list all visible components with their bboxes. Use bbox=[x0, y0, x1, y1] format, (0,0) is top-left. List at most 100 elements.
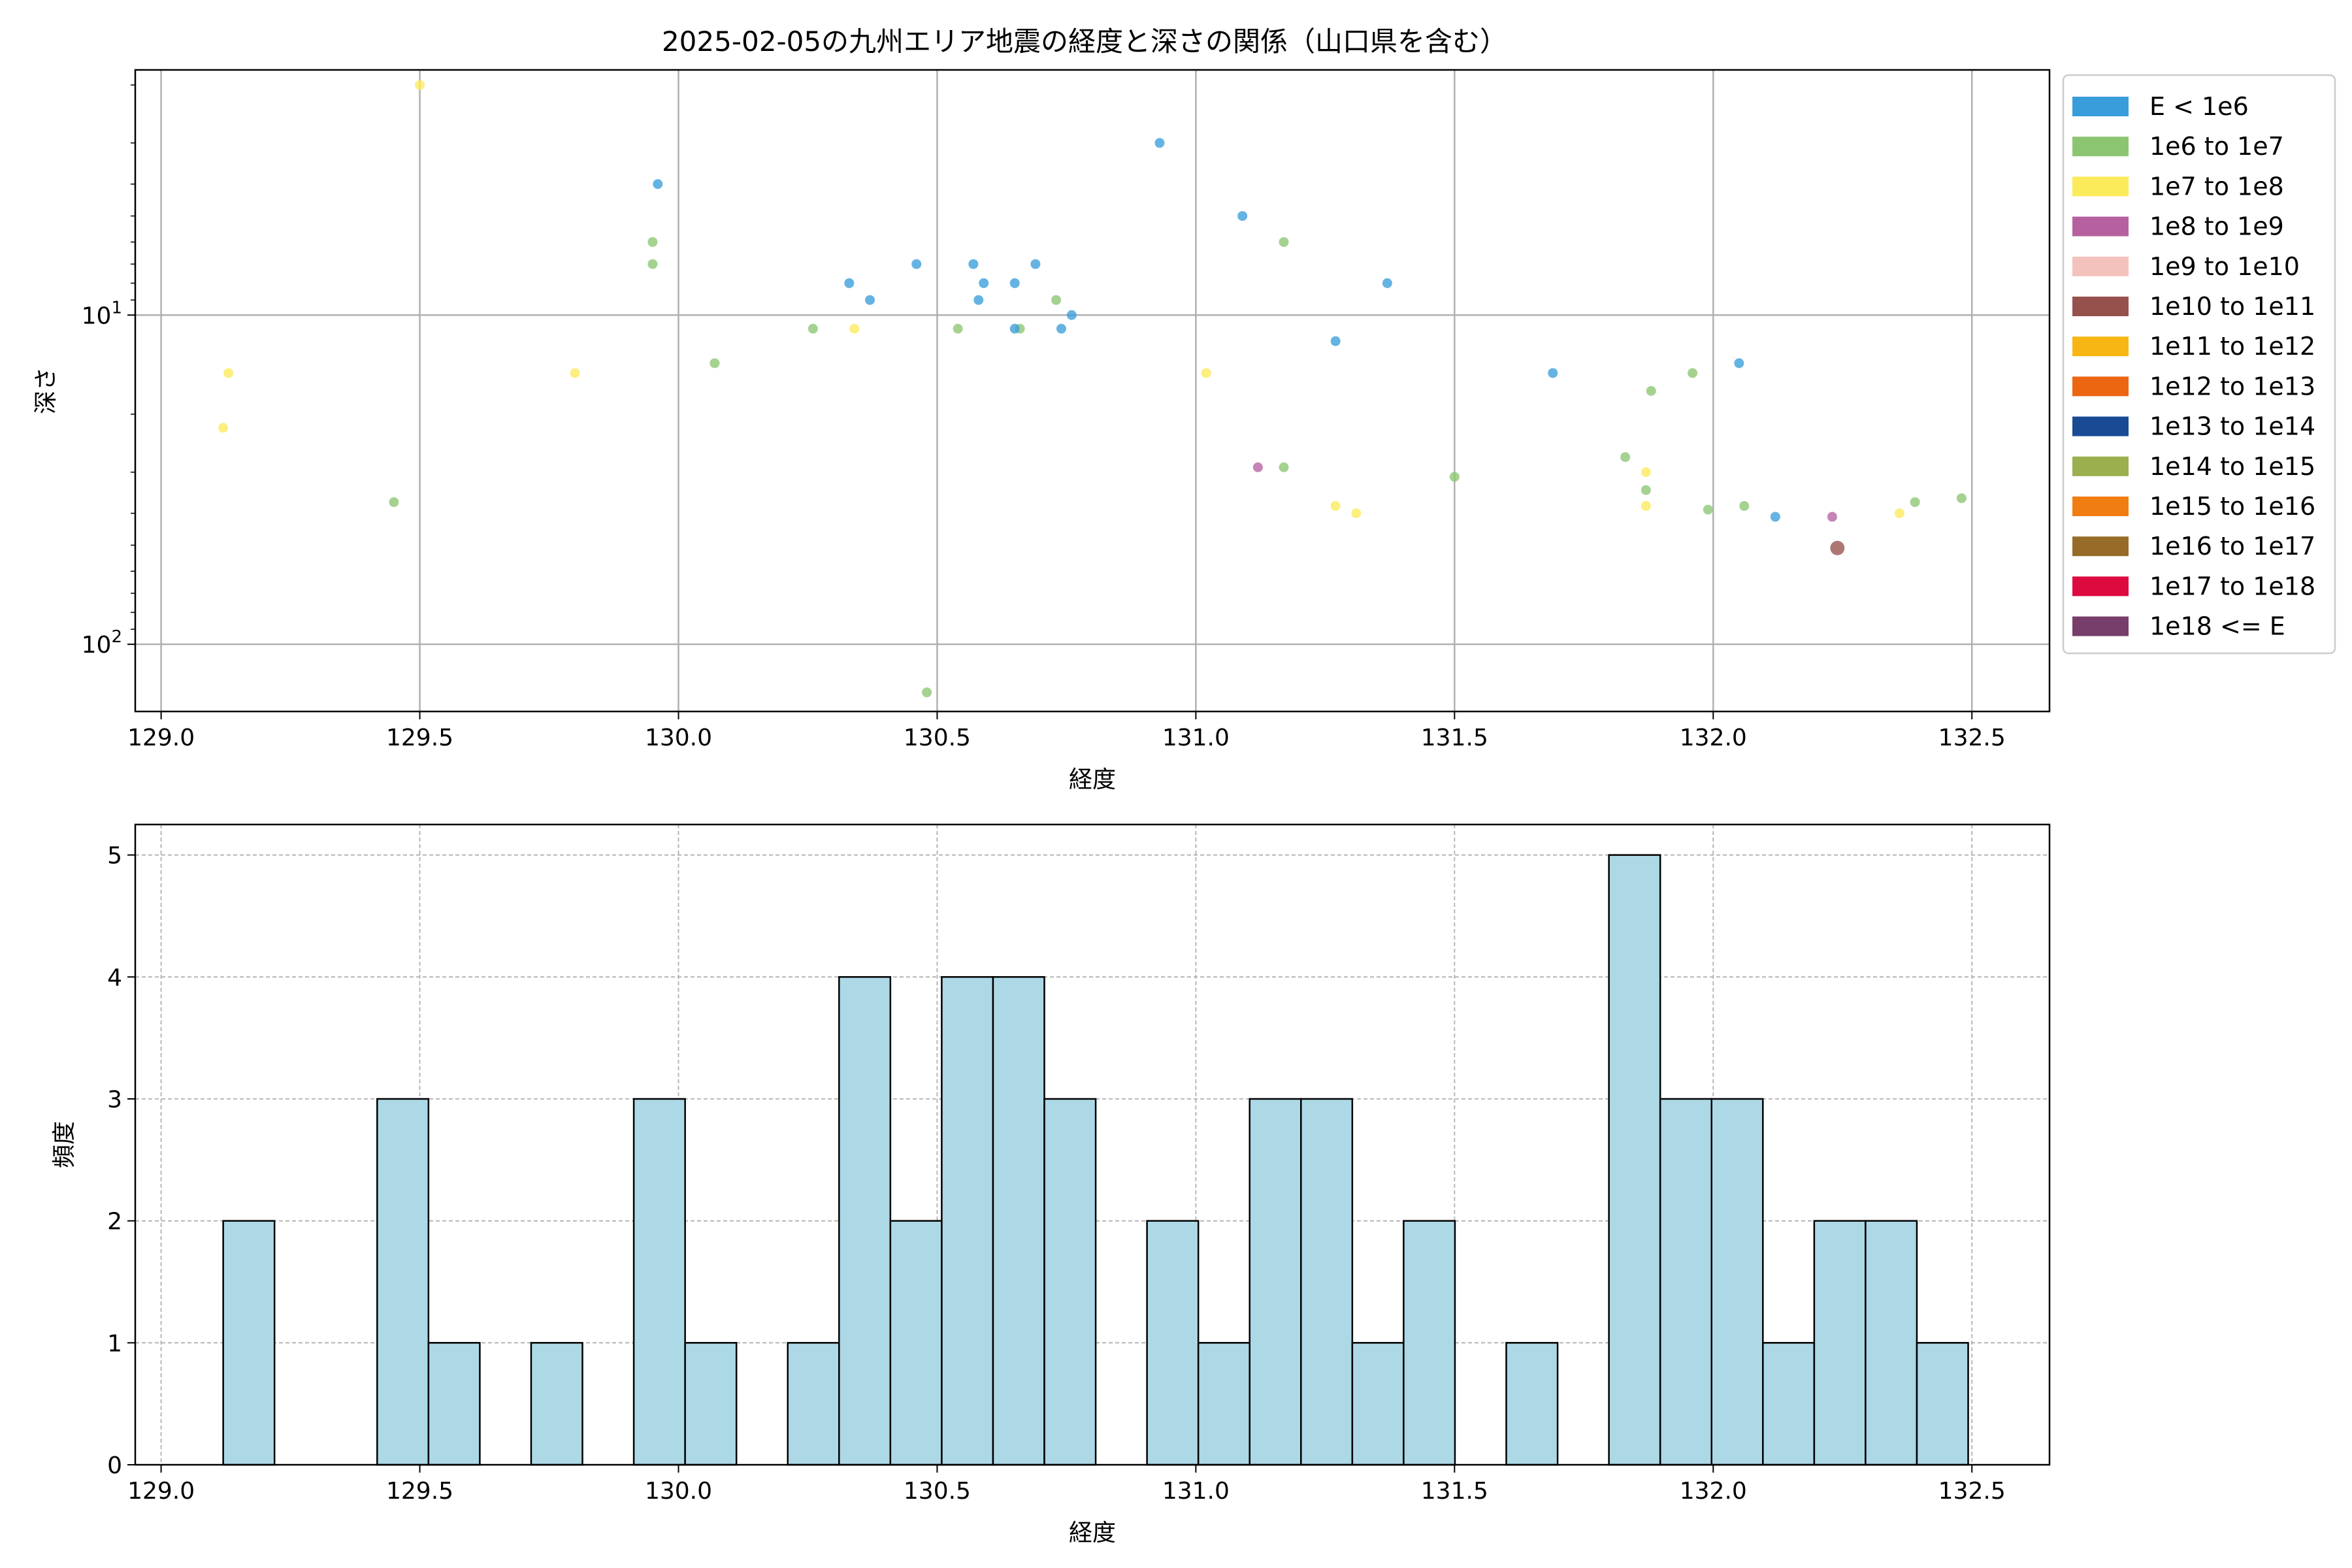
scatter-point bbox=[647, 237, 658, 247]
histogram-bar bbox=[1659, 1098, 1712, 1466]
legend-swatch bbox=[2072, 216, 2129, 237]
scatter-point bbox=[1734, 358, 1744, 368]
scatter-point bbox=[808, 323, 818, 334]
histogram-bar bbox=[1403, 1220, 1456, 1466]
scatter-point bbox=[1252, 462, 1263, 472]
scatter-point bbox=[1910, 497, 1920, 508]
histogram-bars bbox=[222, 854, 1969, 1466]
histogram-x-tick-label: 131.5 bbox=[1421, 1478, 1488, 1505]
legend-label: 1e14 to 1e15 bbox=[2149, 452, 2315, 481]
scatter-point bbox=[1641, 485, 1651, 495]
scatter-point bbox=[922, 687, 932, 698]
legend-swatch bbox=[2072, 536, 2129, 557]
scatter-point bbox=[1956, 493, 1967, 504]
histogram-bar bbox=[1813, 1220, 1867, 1466]
histogram-bar bbox=[1505, 1342, 1559, 1466]
scatter-point bbox=[1330, 336, 1341, 346]
histogram-bar bbox=[1916, 1342, 1969, 1466]
histogram-bar bbox=[838, 976, 892, 1466]
legend-label: 1e17 to 1e18 bbox=[2149, 572, 2315, 600]
histogram-x-tick-label: 131.0 bbox=[1162, 1478, 1230, 1505]
scatter-point bbox=[1237, 211, 1248, 221]
scatter-point bbox=[1351, 508, 1362, 519]
histogram-chart: 129.0 129.5 130.0 130.5 131.0 131.5 132.0 132.5… bbox=[51, 823, 2051, 1546]
scatter-grid bbox=[135, 70, 2050, 711]
scatter-point bbox=[864, 295, 875, 305]
scatter-point bbox=[979, 278, 989, 288]
legend-label: 1e16 to 1e17 bbox=[2149, 532, 2315, 561]
histogram-y-tick-label: 5 bbox=[107, 843, 122, 870]
legend-frame bbox=[2062, 74, 2336, 655]
histogram-bar bbox=[1197, 1342, 1250, 1466]
histogram-bar bbox=[1865, 1220, 1918, 1466]
scatter-chart: 2025-02-05の九州エリア地震の経度と深さの関係（山口県を含む） 129.… bbox=[33, 25, 2336, 793]
scatter-title: 2025-02-05の九州エリア地震の経度と深さの関係（山口県を含む） bbox=[662, 25, 1507, 57]
legend-label: 1e18 <= E bbox=[2149, 612, 2285, 641]
histogram-bar bbox=[1710, 1098, 1764, 1466]
histogram-bar bbox=[1608, 854, 1661, 1466]
legend-swatch bbox=[2072, 497, 2129, 516]
scatter-point bbox=[1548, 368, 1558, 378]
legend-swatch bbox=[2072, 576, 2129, 596]
histogram-y-tick-label: 2 bbox=[107, 1209, 122, 1235]
legend-label: E < 1e6 bbox=[2149, 92, 2249, 121]
legend-label: 1e6 to 1e7 bbox=[2149, 132, 2284, 161]
histogram-bar bbox=[1043, 1098, 1097, 1466]
scatter-point bbox=[1201, 368, 1211, 378]
histogram-x-tick-label: 132.0 bbox=[1680, 1478, 1747, 1505]
scatter-point bbox=[973, 295, 984, 305]
scatter-point bbox=[1770, 512, 1780, 522]
scatter-y-ticks: 101 102 bbox=[82, 84, 135, 659]
scatter-point bbox=[1330, 500, 1341, 511]
scatter-point bbox=[849, 323, 860, 334]
legend-label: 1e15 to 1e16 bbox=[2149, 492, 2315, 521]
scatter-point bbox=[844, 278, 855, 288]
scatter-x-ticks: 129.0 129.5 130.0 130.5 131.0 131.5 132.0 132.5 bbox=[127, 711, 2006, 751]
legend-label: 1e13 to 1e14 bbox=[2149, 412, 2315, 441]
scatter-point bbox=[1009, 323, 1020, 334]
scatter-point bbox=[653, 179, 663, 189]
scatter-point bbox=[1382, 278, 1392, 288]
legend-label: 1e10 to 1e11 bbox=[2149, 292, 2315, 321]
scatter-plot-frame bbox=[134, 69, 2051, 713]
scatter-point bbox=[218, 423, 229, 433]
scatter-point bbox=[1620, 452, 1631, 463]
scatter-x-label: 経度 bbox=[1069, 766, 1116, 793]
legend-swatch bbox=[2072, 137, 2129, 157]
scatter-point bbox=[1827, 512, 1837, 522]
histogram-x-ticks: 129.0 129.5 130.0 130.5 131.0 131.5 132.0 132.5 bbox=[127, 1465, 2006, 1505]
histogram-bar bbox=[992, 976, 1045, 1466]
scatter-point bbox=[1646, 385, 1656, 396]
scatter-x-tick-label: 129.0 bbox=[127, 725, 195, 751]
legend-swatch bbox=[2072, 376, 2129, 397]
legend-swatch bbox=[2072, 97, 2129, 116]
scatter-point bbox=[1688, 368, 1698, 378]
scatter-point bbox=[1056, 323, 1066, 334]
legend-swatch bbox=[2072, 416, 2129, 436]
scatter-x-tick-label: 132.5 bbox=[1938, 725, 2006, 751]
scatter-x-tick-label: 129.5 bbox=[386, 725, 453, 751]
scatter-x-tick-label: 130.0 bbox=[645, 725, 712, 751]
histogram-plot-frame bbox=[134, 823, 2051, 1466]
histogram-x-tick-label: 129.0 bbox=[127, 1478, 195, 1505]
legend-label: 1e9 to 1e10 bbox=[2149, 252, 2300, 281]
histogram-bar bbox=[1351, 1342, 1405, 1466]
scatter-point bbox=[647, 259, 658, 269]
histogram-x-label: 経度 bbox=[1069, 1520, 1116, 1546]
scatter-point bbox=[1739, 500, 1750, 511]
scatter-point bbox=[1894, 508, 1904, 519]
scatter-y-label: 深さ bbox=[33, 367, 59, 414]
scatter-point bbox=[223, 368, 234, 378]
scatter-point bbox=[1279, 462, 1289, 472]
legend-label: 1e11 to 1e12 bbox=[2149, 332, 2315, 361]
scatter-point bbox=[1154, 138, 1165, 148]
legend-label: 1e12 to 1e13 bbox=[2149, 372, 2315, 400]
scatter-point bbox=[1830, 540, 1845, 555]
histogram-bar bbox=[684, 1342, 738, 1466]
scatter-point bbox=[1279, 237, 1289, 247]
histogram-bar bbox=[1300, 1098, 1354, 1466]
scatter-y-tick-label: 102 bbox=[82, 627, 122, 659]
scatter-point bbox=[911, 259, 922, 269]
legend-swatch bbox=[2072, 616, 2129, 636]
